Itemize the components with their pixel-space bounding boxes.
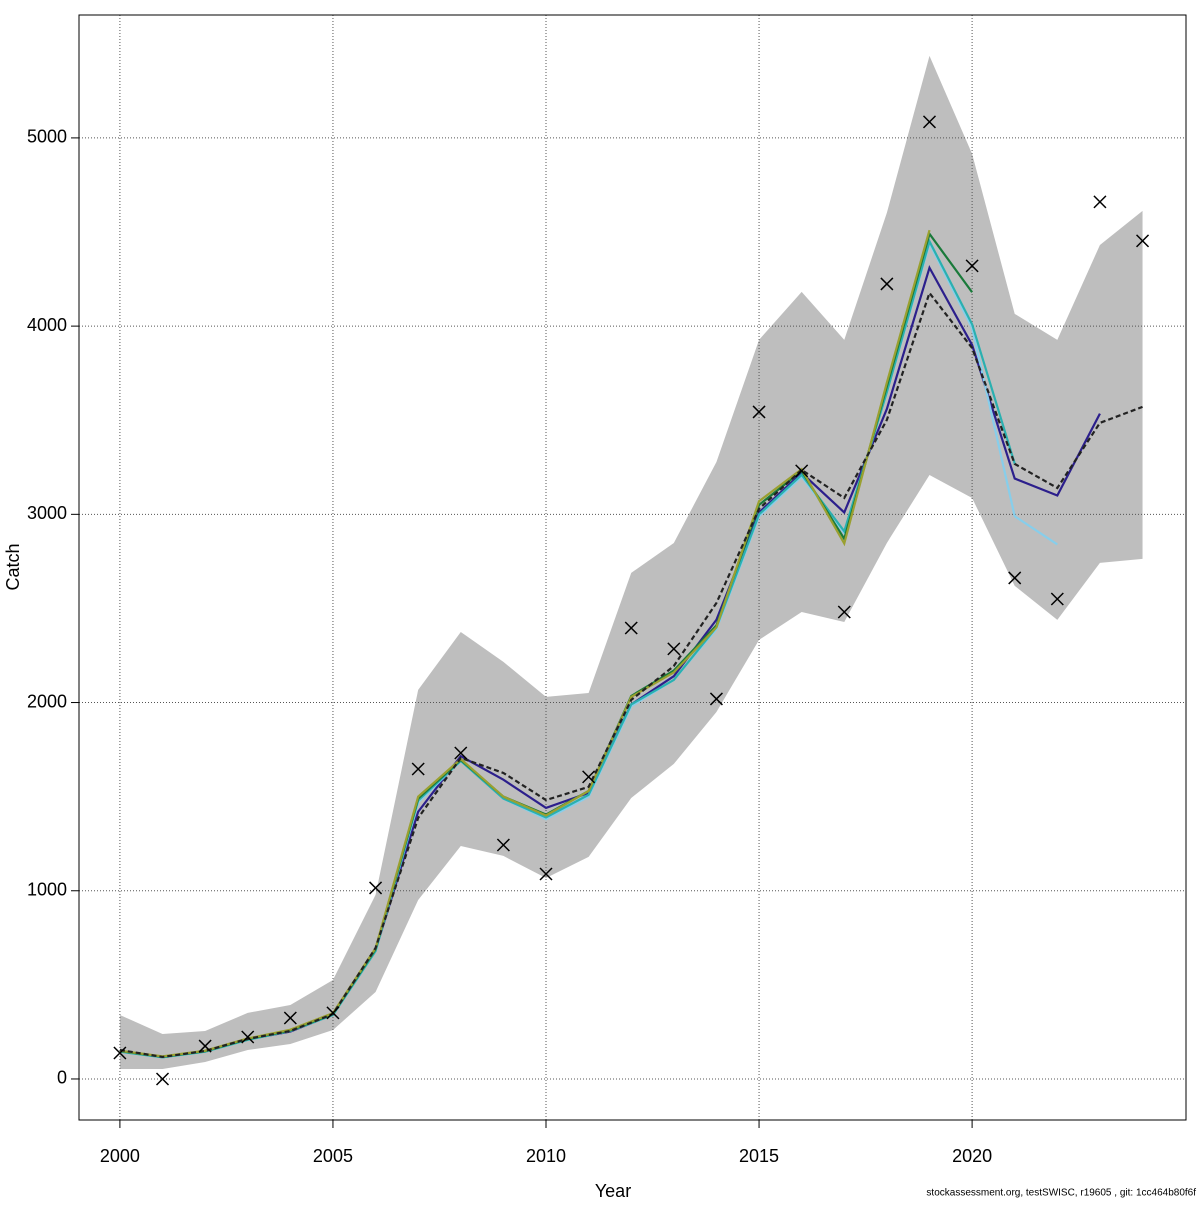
- observation: [1093, 195, 1107, 209]
- observation: [795, 464, 809, 478]
- observation: [837, 605, 851, 619]
- observation: [752, 405, 766, 419]
- x-tick-label: 2010: [526, 1146, 566, 1166]
- observation: [241, 1030, 255, 1044]
- x-tick-label: 2015: [739, 1146, 779, 1166]
- observation: [539, 867, 553, 881]
- y-tick-label: 2000: [27, 691, 67, 711]
- observation: [582, 770, 596, 784]
- x-axis-label: Year: [595, 1181, 631, 1200]
- y-axis-label: Catch: [3, 543, 23, 590]
- observation: [880, 277, 894, 291]
- observation: [369, 881, 383, 895]
- observation: [198, 1039, 212, 1053]
- observation: [326, 1006, 340, 1020]
- observation: [411, 762, 425, 776]
- observation: [155, 1072, 170, 1086]
- x-tick-label: 2020: [952, 1146, 992, 1166]
- x-tick-label: 2000: [100, 1146, 140, 1166]
- confidence-band: [119, 55, 1143, 1069]
- retro-line: [119, 290, 1143, 1059]
- observation: [922, 115, 937, 129]
- y-tick-label: 3000: [27, 503, 67, 523]
- x-tick-label: 2005: [313, 1146, 353, 1166]
- y-tick-label: 0: [57, 1068, 67, 1088]
- observation: [113, 1046, 127, 1060]
- observation: [709, 692, 723, 706]
- observation: [1008, 571, 1022, 585]
- plot-frame: [78, 14, 1187, 1121]
- footer: stockassessment.org, testSWISC, r19605 ,…: [926, 1188, 1196, 1199]
- observation: [496, 838, 510, 852]
- observation: [667, 642, 681, 656]
- y-tick-label: 4000: [27, 315, 67, 335]
- y-tick-label: 1000: [27, 880, 67, 900]
- observation: [1136, 234, 1150, 248]
- observation: [454, 746, 468, 760]
- observation: [965, 259, 979, 273]
- observation: [624, 621, 638, 635]
- y-tick-label: 5000: [27, 127, 67, 147]
- observation: [1050, 592, 1064, 606]
- observation: [283, 1011, 297, 1025]
